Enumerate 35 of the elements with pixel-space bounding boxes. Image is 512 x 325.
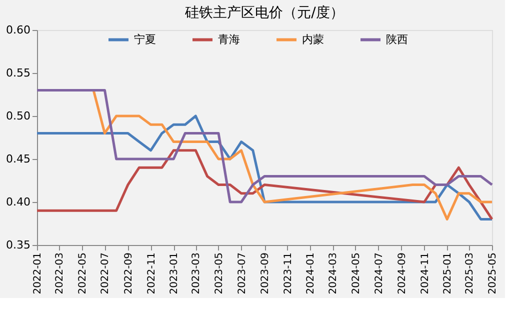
x-tick-label: 2024-11 xyxy=(420,252,431,294)
x-tick-label: 2022-01 xyxy=(32,252,44,294)
legend-label: 青海 xyxy=(218,32,240,46)
y-tick-label: 0.50 xyxy=(6,110,30,122)
x-tick-label: 2023-05 xyxy=(214,252,225,294)
x-tick-label: 2023-03 xyxy=(191,252,202,294)
x-tick-label: 2022-07 xyxy=(100,252,112,294)
legend-label: 宁夏 xyxy=(134,32,156,46)
x-tick-label: 2023-09 xyxy=(260,252,271,294)
x-tick-label: 2024-07 xyxy=(374,252,385,294)
x-tick-label: 2024-05 xyxy=(350,252,362,294)
y-tick-label: 0.35 xyxy=(6,238,30,252)
x-tick-label: 2022-03 xyxy=(54,252,66,294)
x-tick-label: 2025-01 xyxy=(442,252,454,294)
line-series xyxy=(36,149,494,220)
x-tick-label: 2022-05 xyxy=(77,252,88,294)
x-tick-label: 2022-09 xyxy=(123,252,134,294)
x-tick-label: 2024-09 xyxy=(396,252,408,294)
y-tick-label: 0.55 xyxy=(6,66,30,80)
x-tick-label: 2023-01 xyxy=(169,252,180,294)
y-tick-label: 0.45 xyxy=(6,152,30,166)
x-tick-label: 2025-03 xyxy=(464,252,476,294)
x-tick-label: 2024-01 xyxy=(306,252,317,294)
legend-label: 陕西 xyxy=(386,32,408,46)
line-series xyxy=(92,88,494,220)
x-tick-label: 2022-11 xyxy=(146,252,158,294)
x-tick-label: 2024-03 xyxy=(328,252,340,294)
line-series xyxy=(36,88,494,204)
x-tick-label: 2025-05 xyxy=(488,252,498,294)
x-tick-label: 2023-07 xyxy=(236,252,248,294)
chart-title: 硅铁主产区电价（元/度） xyxy=(184,5,344,21)
y-tick-label: 0.60 xyxy=(6,24,30,36)
x-tick-label: 2023-11 xyxy=(282,252,294,294)
legend-label: 内蒙 xyxy=(302,32,324,46)
y-tick-label: 0.40 xyxy=(6,196,30,208)
